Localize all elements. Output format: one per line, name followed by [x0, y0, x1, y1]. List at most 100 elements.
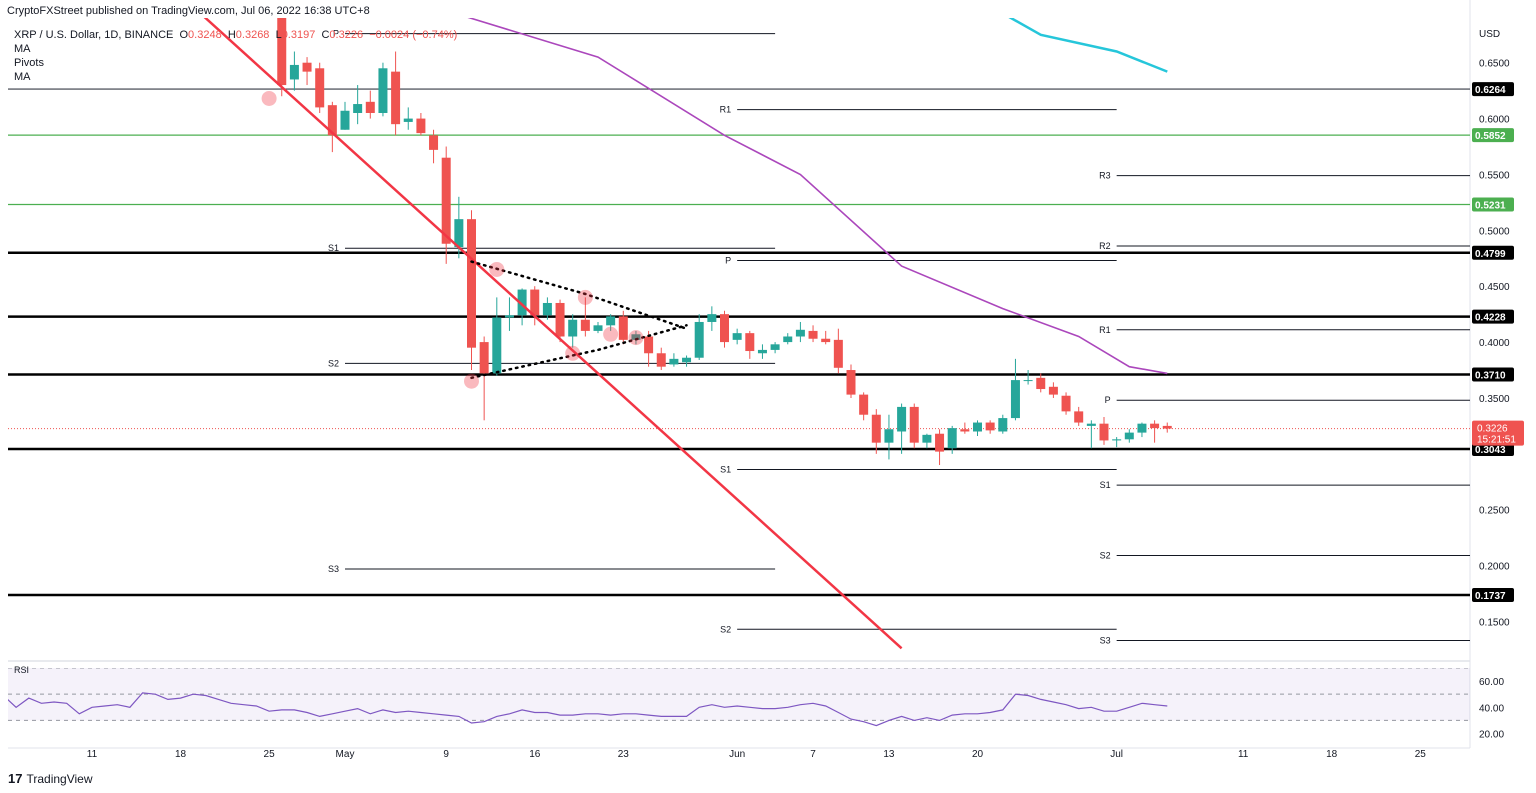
candle-body: [618, 316, 628, 340]
candle-body: [492, 317, 502, 374]
rsi-tick-label: 60.00: [1479, 677, 1504, 688]
time-tick-label: 16: [529, 749, 541, 760]
pivot-label-r3: R3: [1099, 171, 1111, 181]
time-tick-label: 11: [87, 749, 98, 760]
candle: [542, 297, 552, 320]
candle-body: [922, 434, 932, 443]
candle-body: [1061, 395, 1071, 412]
current-price-badge: [1472, 420, 1524, 446]
time-tick-label: May: [336, 749, 355, 760]
candle: [795, 321, 805, 343]
candle-body: [644, 336, 654, 354]
candle: [707, 306, 717, 331]
indicator-pivots-label[interactable]: Pivots: [14, 57, 44, 69]
candle: [618, 310, 628, 345]
candle: [277, 18, 287, 97]
candle: [416, 112, 426, 136]
candle-body: [821, 338, 831, 343]
axis-currency-label: USD: [1479, 29, 1500, 40]
touch-point-marker: [577, 289, 593, 305]
candle-body: [1124, 432, 1134, 440]
touch-point-marker: [565, 345, 581, 361]
candle: [429, 129, 439, 164]
candle: [998, 414, 1008, 434]
pivot-label-r2: R2: [1099, 241, 1111, 251]
candle-body: [884, 429, 894, 443]
indicator-ma-slow-label[interactable]: MA: [14, 71, 31, 83]
candle-body: [795, 329, 805, 337]
candle: [1124, 429, 1134, 443]
pivot-label-s2: S2: [720, 624, 731, 634]
level-badge-label: 0.4228: [1475, 313, 1506, 324]
candle-body: [327, 105, 337, 136]
tradingview-footer[interactable]: 17 TradingView: [8, 771, 93, 786]
candle: [922, 433, 932, 449]
pivot-label-p: P: [725, 256, 731, 266]
level-badge-label: 0.5231: [1475, 201, 1506, 212]
pivot-label-r1: R1: [1099, 325, 1111, 335]
level-badge: [1472, 197, 1514, 212]
pivot-label-s2: S2: [1100, 551, 1111, 561]
candle: [289, 51, 299, 91]
candle: [1061, 392, 1071, 415]
candle: [365, 90, 375, 119]
candle-body: [429, 135, 439, 150]
level-badge-label: 0.4799: [1475, 249, 1506, 260]
candle: [568, 314, 578, 348]
candle-body: [1010, 380, 1020, 419]
triangle-lower-line: [470, 324, 688, 380]
candle-body: [1036, 377, 1046, 390]
price-tick-label: 0.6000: [1479, 115, 1510, 126]
candle-body: [656, 353, 666, 367]
candle-body: [998, 418, 1008, 432]
tradingview-brand: TradingView: [26, 771, 93, 786]
indicator-ma-fast-label[interactable]: MA: [14, 43, 31, 55]
candle-body: [783, 336, 793, 343]
time-tick-label: 18: [1326, 749, 1338, 760]
candle: [897, 403, 907, 454]
price-tick-label: 0.1500: [1479, 617, 1510, 628]
price-tick-label: 0.3500: [1479, 394, 1510, 405]
downtrend-line: [203, 18, 903, 650]
candle-body: [707, 314, 717, 322]
candle-body: [580, 319, 590, 331]
candle: [947, 425, 957, 454]
candle-body: [846, 370, 856, 395]
plot-area: P S1 S2 S3 R1 P S1 S2 R3 R2 R1 P S1 S2 S3: [8, 18, 1470, 650]
candle-body: [682, 357, 692, 363]
candle: [871, 409, 881, 454]
pivot-label-p: P: [1105, 395, 1111, 405]
candle-body: [365, 101, 375, 113]
candle: [302, 57, 312, 86]
pivot-label-s1: S1: [328, 243, 339, 253]
time-tick-label: 9: [443, 749, 449, 760]
candle: [808, 325, 818, 343]
candle: [960, 422, 970, 434]
candle: [555, 299, 565, 343]
level-badge: [1472, 309, 1514, 324]
candle: [1099, 416, 1109, 445]
candle-body: [669, 358, 679, 365]
candle: [973, 420, 982, 436]
candle-body: [467, 219, 476, 348]
candle-body: [871, 414, 881, 443]
time-tick-label: 20: [972, 749, 984, 760]
candle-body: [909, 406, 919, 443]
ohlc-values: O0.3248 H0.3268 L0.3197 C0.3226 −0.0024 …: [179, 29, 458, 41]
candle-body: [897, 406, 907, 432]
candle: [1048, 382, 1058, 398]
price-tick-label: 0.5000: [1479, 226, 1510, 237]
candle: [720, 310, 729, 348]
price-tick-label: 0.5500: [1479, 170, 1510, 181]
candle: [935, 429, 945, 466]
time-tick-label: 23: [618, 749, 630, 760]
candle: [694, 314, 704, 360]
tradingview-logo-icon: 17: [8, 771, 23, 786]
candle: [441, 146, 451, 264]
candle-body: [935, 433, 945, 452]
candle: [909, 403, 919, 449]
pivot-label-s3: S3: [328, 564, 339, 574]
level-badge: [1472, 128, 1514, 143]
candle: [884, 414, 894, 460]
